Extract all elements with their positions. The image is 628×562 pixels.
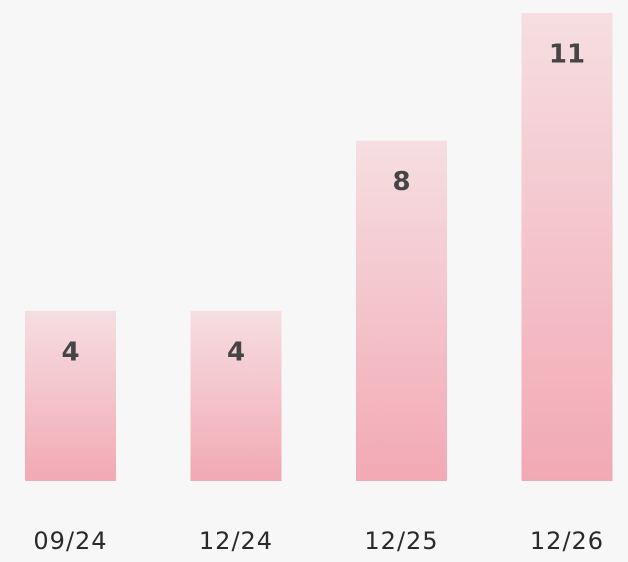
value-label: 11 (549, 40, 585, 70)
value-label: 4 (227, 337, 245, 367)
x-tick-label: 12/26 (530, 527, 604, 555)
value-label: 8 (392, 167, 410, 197)
bar (521, 13, 613, 481)
value-label: 4 (61, 337, 79, 367)
x-tick-label: 12/25 (364, 527, 438, 555)
bar (25, 310, 116, 481)
x-tick-label: 09/24 (33, 527, 107, 555)
x-tick-label: 12/24 (199, 527, 273, 555)
bar (190, 310, 282, 481)
bar (356, 140, 447, 482)
